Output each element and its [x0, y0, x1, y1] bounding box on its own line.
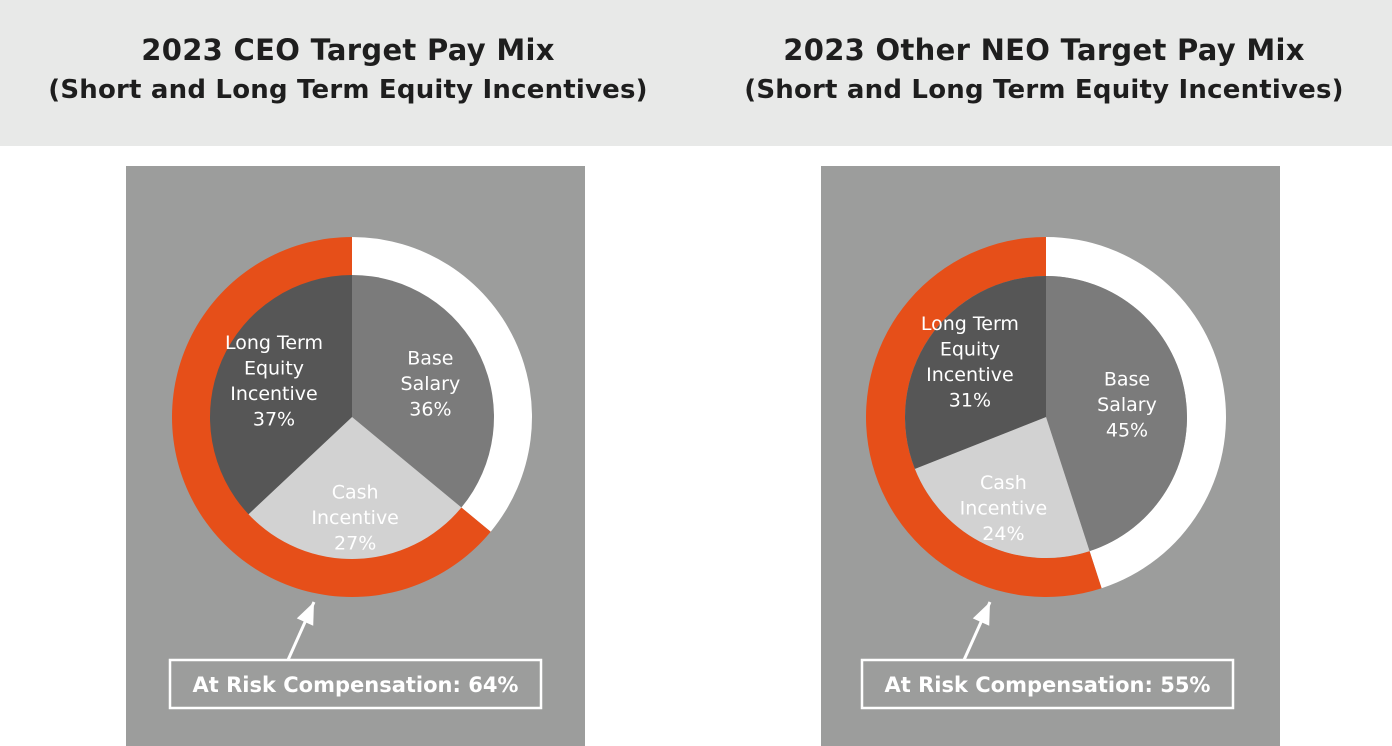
neo-slice-base-salary: [1046, 276, 1187, 552]
ceo-base-salary-value-label: 36%: [409, 398, 451, 420]
ceo-chart-title: 2023 CEO Target Pay Mix: [141, 33, 555, 67]
neo-at-risk-ring: [866, 237, 1102, 597]
neo-at-risk-callout-box: [860, 658, 1235, 710]
neo-callout-arrow-head: [972, 602, 990, 626]
ceo-chart-subtitle: (Short and Long Term Equity Incentives): [48, 75, 648, 105]
neo-fixed-pay-ring: [1046, 237, 1226, 589]
ceo-base-salary-label-line: Salary: [401, 373, 461, 395]
ceo-slice-long-term-equity: [209, 275, 352, 515]
neo-slice-cash-incentive: [914, 417, 1090, 558]
ceo-callout-arrow-head: [296, 602, 314, 626]
ceo-cash-incentive-value-label: 27%: [334, 532, 376, 554]
neo-at-risk-callout-text: At Risk Compensation: 55%: [885, 673, 1211, 697]
neo-chart-title: 2023 Other NEO Target Pay Mix: [783, 33, 1305, 67]
header-band: [0, 0, 1392, 146]
ceo-at-risk-callout-box: [168, 658, 543, 710]
ceo-long-term-equity-value-label: 37%: [253, 408, 295, 430]
ceo-at-risk-ring: [172, 237, 491, 597]
ceo-base-salary-label-line: Base: [407, 347, 453, 369]
neo-long-term-equity-value-label: 31%: [949, 390, 991, 412]
ceo-long-term-equity-label-line: Equity: [244, 357, 304, 379]
neo-chart-panel: Base Salary 45% Cash Incentive 24% Long Term Eq…: [821, 166, 1280, 746]
neo-chart-subtitle: (Short and Long Term Equity Incentives): [744, 75, 1344, 105]
neo-pay-mix-chart: Base Salary 45% Cash Incentive 24% Long Term Eq…: [860, 237, 1235, 710]
neo-cash-incentive-label-line: Incentive: [960, 497, 1048, 519]
neo-cash-incentive-value-label: 24%: [982, 523, 1024, 545]
ceo-cash-incentive-label-line: Incentive: [311, 507, 399, 529]
ceo-long-term-equity-label-line: Incentive: [230, 383, 317, 405]
neo-slice-long-term-equity: [905, 276, 1046, 469]
ceo-at-risk-callout-text: At Risk Compensation: 64%: [193, 673, 519, 697]
ceo-long-term-equity-label-line: Long Term: [225, 332, 323, 354]
neo-long-term-equity-label-line: Long Term: [921, 313, 1019, 335]
ceo-chart-title-block: 2023 CEO Target Pay Mix (Short and Long …: [0, 30, 696, 110]
ceo-pay-mix-chart: Base Salary 36% Cash Incentive 27% Long Term Eq…: [168, 237, 543, 710]
neo-base-salary-value-label: 45%: [1106, 420, 1148, 442]
ceo-chart-panel: Base Salary 36% Cash Incentive 27% Long Term Eq…: [126, 166, 585, 746]
ceo-slice-cash-incentive: [248, 417, 462, 559]
ceo-slice-base-salary: [352, 275, 495, 508]
neo-cash-incentive-label-line: Cash: [980, 472, 1027, 494]
neo-long-term-equity-label-line: Equity: [940, 339, 1000, 361]
neo-long-term-equity-label-line: Incentive: [926, 364, 1014, 386]
neo-chart-title-block: 2023 Other NEO Target Pay Mix (Short and…: [696, 30, 1392, 110]
neo-base-salary-label-line: Base: [1104, 369, 1150, 391]
neo-base-salary-label-line: Salary: [1097, 394, 1157, 416]
ceo-cash-incentive-label-line: Cash: [332, 481, 379, 503]
